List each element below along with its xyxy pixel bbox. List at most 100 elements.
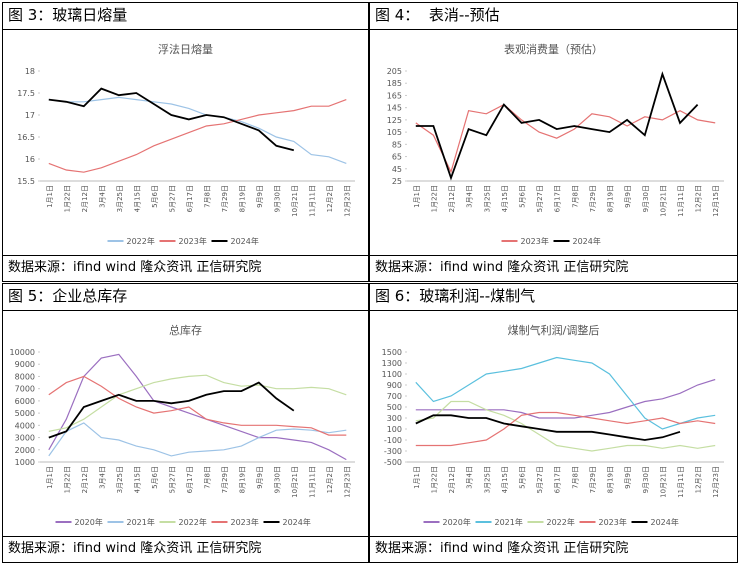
x-tick-label: 10月21日 <box>291 185 299 217</box>
x-tick-label: 3月25日 <box>116 185 124 212</box>
x-tick-label: 6月17日 <box>554 466 562 493</box>
panel-title: 图 4： 表消--预估 <box>375 6 500 24</box>
x-tick-label: 8月19日 <box>238 185 246 212</box>
chart-title: 煤制气利润/调整后 <box>508 323 600 337</box>
chart-title: 表观消费量（预估） <box>504 42 603 56</box>
y-tick-label: 165 <box>387 91 402 100</box>
x-tick-label: 1月22日 <box>430 185 438 212</box>
y-tick-label: 105 <box>387 128 402 137</box>
series-line <box>48 96 347 164</box>
legend-label: 2023年 <box>521 236 549 246</box>
x-tick-label: 9月9日 <box>256 466 264 489</box>
x-tick-label: 8月19日 <box>238 466 246 493</box>
x-tick-label: 4月15日 <box>501 466 509 493</box>
chart-title: 总库存 <box>169 323 202 337</box>
x-tick-label: 3月25日 <box>116 466 124 493</box>
x-tick-label: 8月19日 <box>607 185 615 212</box>
series-line <box>48 353 347 461</box>
x-tick-label: 10月21日 <box>659 185 667 217</box>
footer-cell <box>369 255 738 282</box>
series-line <box>48 99 347 173</box>
y-tick-label: 9000 <box>15 360 35 369</box>
panel-title: 图 5：企业总库存 <box>8 287 128 305</box>
x-tick-label: 12月2日 <box>695 466 703 493</box>
x-tick-label: 5月27日 <box>168 466 176 493</box>
footer-cell <box>369 536 738 563</box>
y-tick-label: 5000 <box>15 409 35 418</box>
y-tick-label: 1500 <box>382 348 402 357</box>
x-tick-label: 4月15日 <box>501 185 509 212</box>
x-tick-label: 2月12日 <box>81 185 89 212</box>
x-tick-label: 2月12日 <box>448 185 456 212</box>
series-line <box>415 414 681 441</box>
y-tick-label: 205 <box>387 67 402 76</box>
panel-source: 数据来源：ifind wind 隆众资讯 正信研究院 <box>8 541 262 556</box>
x-tick-label: 5月27日 <box>168 185 176 212</box>
x-tick-label: 11月11日 <box>308 185 316 217</box>
y-tick-label: 25 <box>392 177 402 186</box>
x-tick-label: 1月1日 <box>46 185 54 208</box>
y-tick-label: 185 <box>387 79 402 88</box>
x-tick-label: 4月15日 <box>133 185 141 212</box>
x-tick-label: 3月4日 <box>98 466 106 489</box>
x-tick-label: 7月8日 <box>571 466 579 489</box>
y-tick-label: 500 <box>387 403 402 412</box>
legend-label: 2024年 <box>573 236 601 246</box>
x-tick-label: 9月30日 <box>642 466 650 493</box>
y-tick-label: 45 <box>392 165 402 174</box>
y-tick-label: 1100 <box>382 370 402 379</box>
x-tick-label: 9月9日 <box>624 466 632 489</box>
x-tick-label: 9月9日 <box>256 185 264 208</box>
x-tick-label: 12月2日 <box>326 185 334 212</box>
x-tick-label: 12月23日 <box>343 185 351 217</box>
x-tick-label: 5月6日 <box>151 185 159 208</box>
chart: 煤制气利润/调整后 -500 -300 -100 100 300 500 700 900 1100… <box>382 323 724 527</box>
legend-label: 2024年 <box>283 517 311 527</box>
y-tick-label: 1000 <box>15 458 35 467</box>
x-tick-label: 12月23日 <box>712 466 720 498</box>
x-tick-label: 1月22日 <box>430 466 438 493</box>
x-tick-label: 7月8日 <box>203 185 211 208</box>
y-tick-label: 16 <box>25 155 35 164</box>
x-tick-label: 7月8日 <box>203 466 211 489</box>
y-tick-label: 16.5 <box>17 133 35 142</box>
series-line <box>415 71 699 181</box>
x-tick-label: 3月25日 <box>483 185 491 212</box>
x-tick-label: 5月27日 <box>536 466 544 493</box>
y-tick-label: 3000 <box>15 434 35 443</box>
x-tick-label: 11月11日 <box>677 185 685 217</box>
chart: 总库存 1000 2000 3000 4000 5000 6000 7000 8000 9000 1… <box>10 323 355 527</box>
x-tick-label: 7月8日 <box>571 185 579 208</box>
series-line <box>48 374 347 432</box>
legend-label: 2021年 <box>495 517 523 527</box>
series-line <box>415 411 716 447</box>
x-tick-label: 10月21日 <box>659 466 667 498</box>
x-tick-label: 10月21日 <box>291 466 299 498</box>
x-tick-label: 9月30日 <box>273 185 281 212</box>
x-tick-label: 5月6日 <box>151 466 159 489</box>
x-tick-label: 7月29日 <box>589 466 597 493</box>
x-tick-label: 12月2日 <box>695 185 703 212</box>
x-tick-label: 11月11日 <box>308 466 316 498</box>
panel-source: 数据来源：ifind wind 隆众资讯 正信研究院 <box>8 260 262 275</box>
panel-title: 图 3：玻璃日熔量 <box>8 6 128 24</box>
x-tick-label: 9月30日 <box>642 185 650 212</box>
series-line <box>48 381 295 439</box>
x-tick-label: 9月30日 <box>273 466 281 493</box>
x-tick-label: 3月4日 <box>466 466 474 489</box>
x-tick-label: 1月22日 <box>63 185 71 212</box>
x-tick-label: 6月17日 <box>554 185 562 212</box>
x-tick-label: 3月4日 <box>466 185 474 208</box>
legend-label: 2023年 <box>231 517 259 527</box>
y-tick-label: 700 <box>387 392 402 401</box>
y-tick-label: 8000 <box>15 372 35 381</box>
x-tick-label: 1月1日 <box>46 466 54 489</box>
series-line <box>415 400 716 452</box>
legend-label: 2022年 <box>547 517 575 527</box>
y-tick-label: 6000 <box>15 397 35 406</box>
x-tick-label: 1月22日 <box>63 466 71 493</box>
y-tick-label: 100 <box>387 425 402 434</box>
y-tick-label: 15.5 <box>17 177 35 186</box>
panel-source: 数据来源：ifind wind 隆众资讯 正信研究院 <box>375 260 629 275</box>
y-tick-label: -300 <box>384 447 402 456</box>
